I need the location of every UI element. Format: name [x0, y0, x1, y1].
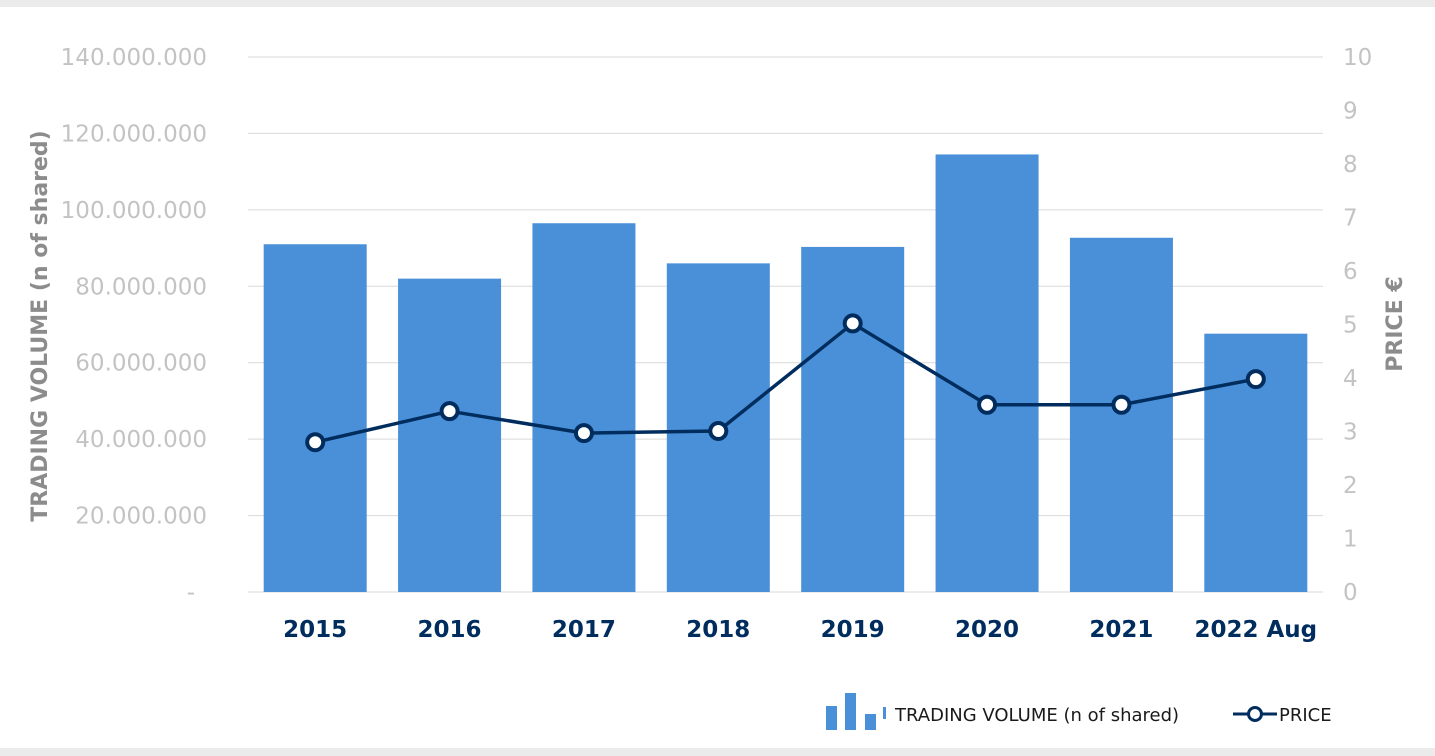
left-tick-label: 40.000.000 — [75, 427, 207, 453]
left-axis-title: TRADING VOLUME (n of shared) — [28, 130, 53, 521]
price-point — [1111, 394, 1132, 415]
legend-price-label: PRICE — [1279, 705, 1332, 726]
left-tick-label: 80.000.000 — [75, 274, 207, 300]
price-point — [708, 420, 729, 441]
volume-bar — [263, 244, 367, 592]
category-label: 2018 — [686, 617, 750, 643]
price-point — [439, 401, 460, 422]
volume-bar — [398, 278, 502, 592]
price-point — [573, 423, 594, 444]
legend-bar-icon — [826, 693, 886, 730]
left-tick-label: 60.000.000 — [75, 351, 207, 377]
price-point — [305, 432, 326, 453]
category-label: 2019 — [821, 617, 885, 643]
price-point — [1245, 369, 1266, 390]
category-label: 2016 — [418, 617, 482, 643]
volume-bar — [1069, 237, 1173, 592]
right-tick-label: 8 — [1343, 152, 1358, 178]
price-point — [977, 394, 998, 415]
left-tick-label: 20.000.000 — [75, 504, 207, 530]
right-tick-label: 4 — [1343, 366, 1358, 392]
category-label: 2021 — [1089, 617, 1153, 643]
right-axis-title: PRICE € — [1383, 276, 1408, 371]
right-tick-label: 2 — [1343, 473, 1358, 499]
price-line — [305, 313, 1266, 453]
volume-bars — [263, 154, 1308, 593]
left-tick-label: 140.000.000 — [61, 45, 207, 71]
category-labels: 2015 2016 2017 2018 2019 2020 2021 2022 Aug — [283, 617, 1317, 643]
volume-bar — [532, 223, 636, 592]
right-axis-ticks: 0 1 2 3 4 5 6 7 8 9 10 — [1343, 45, 1372, 606]
right-tick-label: 6 — [1343, 259, 1358, 285]
category-label: 2020 — [955, 617, 1019, 643]
volume-bar — [801, 246, 905, 593]
price-point — [842, 313, 863, 334]
left-axis-ticks: - 20.000.000 40.000.000 60.000.000 80.000.00… — [61, 45, 207, 606]
left-tick-label: 100.000.000 — [61, 198, 207, 224]
volume-bar — [935, 154, 1039, 593]
legend-volume-label: TRADING VOLUME (n of shared) — [894, 705, 1179, 726]
right-tick-label: 10 — [1343, 45, 1372, 71]
top-divider — [0, 0, 1435, 7]
left-tick-label: - — [187, 580, 195, 606]
right-tick-label: 5 — [1343, 313, 1358, 339]
right-tick-label: 0 — [1343, 580, 1358, 606]
legend: TRADING VOLUME (n of shared) PRICE — [826, 693, 1332, 730]
right-tick-label: 9 — [1343, 99, 1358, 125]
right-tick-label: 3 — [1343, 420, 1358, 446]
left-tick-label: 120.000.000 — [61, 121, 207, 147]
price-line-path — [314, 321, 1257, 444]
right-tick-label: 1 — [1343, 527, 1358, 553]
category-label: 2015 — [283, 617, 347, 643]
category-label: 2017 — [552, 617, 616, 643]
bottom-divider — [0, 748, 1435, 756]
right-tick-label: 7 — [1343, 206, 1358, 232]
legend-line-icon — [1233, 706, 1277, 722]
category-label: 2022 Aug — [1194, 617, 1317, 643]
